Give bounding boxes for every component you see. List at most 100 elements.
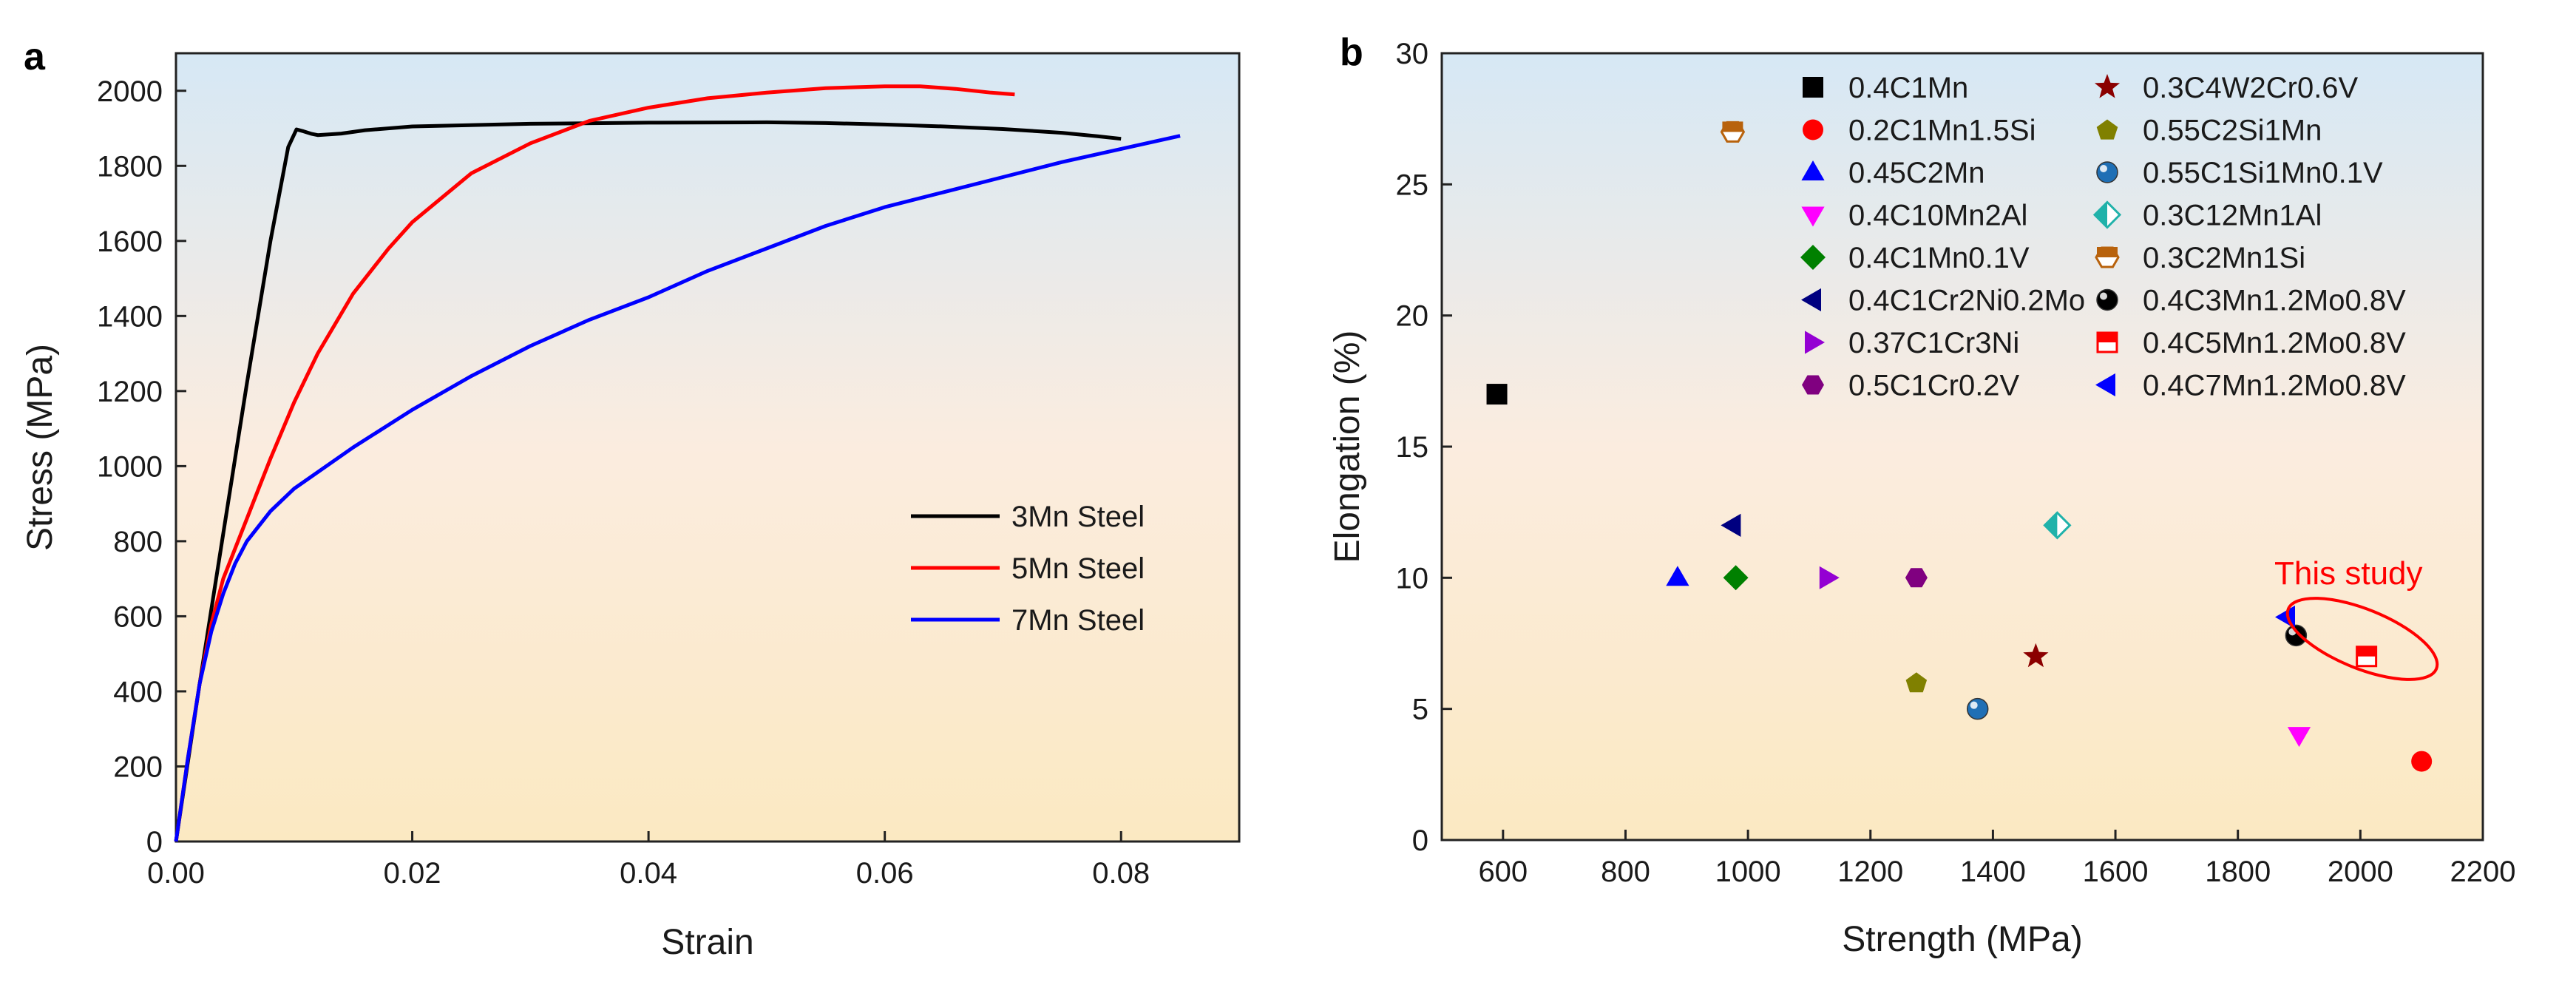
panel-b-letter: b <box>1340 31 1363 74</box>
marker-legend-0-4c7mn1-2mo0-8v <box>2095 373 2115 397</box>
marker-0-2c1mn1-5si <box>2411 751 2433 772</box>
marker-legend-0-4c5mn1-2mo0-8v <box>2096 331 2118 353</box>
marker-legend-0-4c1cr2ni0-2mo <box>1801 288 1821 312</box>
panel-a-y-tick-label: 2000 <box>97 75 163 108</box>
panel-a-y-axis-label: Stress (MPa) <box>21 344 60 551</box>
panel-b-x-tick-label: 2000 <box>2328 856 2393 888</box>
marker-legend-0-4c1mn0-1v <box>1800 245 1826 270</box>
legend-label: 0.3C2Mn1Si <box>2143 242 2305 274</box>
series-line-5mn-steel <box>174 84 1015 842</box>
series-line-7mn-steel <box>174 134 1181 842</box>
panel-b-y-tick-label: 30 <box>1396 38 1429 70</box>
marker-legend-0-5c1cr0-2v <box>1802 375 1824 395</box>
marker-legend-0-2c1mn1-5si <box>1803 119 1823 140</box>
marker-0-4c5mn1-2mo0-8v <box>2356 646 2378 668</box>
panel-b-x-tick-label: 1000 <box>1715 856 1781 888</box>
panel-a-y-tick-label: 1000 <box>97 450 163 483</box>
panel-b-y-tick-label: 25 <box>1396 169 1429 201</box>
panel-a-stress-strain-chart: a 0.00 0.02 0.04 0.06 0.08 0 200 400 600 800 1000 1… <box>21 35 1241 962</box>
panel-a-y-tick-label: 400 <box>113 676 163 708</box>
panel-b-y-tick-label: 20 <box>1396 300 1429 333</box>
marker-0-3c2mn1si <box>1720 121 1746 143</box>
panel-b-y-tick-label: 10 <box>1396 562 1429 595</box>
marker-legend-0-37c1cr3ni <box>1805 331 1825 354</box>
panel-b-x-tick-label: 2200 <box>2450 856 2516 888</box>
panel-a-x-tick-label: 0.04 <box>620 857 677 890</box>
legend-label: 0.4C7Mn1.2Mo0.8V <box>2143 370 2406 402</box>
legend-label: 0.4C1Mn <box>1848 72 1968 104</box>
marker-0-45c2mn <box>1666 566 1689 586</box>
marker-0-55c1si1mn0-1v <box>1966 697 1989 720</box>
panel-b-x-tick-label: 1600 <box>2083 856 2149 888</box>
legend-label: 0.5C1Cr0.2V <box>1848 370 2020 402</box>
legend-label: 0.45C2Mn <box>1848 157 1985 189</box>
this-study-ellipse <box>2285 597 2439 681</box>
panel-a-letter: a <box>24 35 46 78</box>
marker-0-4c10mn2al <box>2287 727 2311 748</box>
marker-0-4c1cr2ni0-2mo <box>1721 513 1741 537</box>
panel-b-x-axis-label: Strength (MPa) <box>1842 920 2082 959</box>
panel-b-y-tick-label: 15 <box>1396 431 1429 464</box>
marker-0-4c1mn0-1v <box>1723 565 1749 591</box>
marker-0-4c3mn1-2mo0-8v <box>2285 624 2308 647</box>
panel-b-x-tick-label: 1400 <box>1960 856 2026 888</box>
panel-a-x-tick-label: 0.08 <box>1092 857 1150 890</box>
panel-a-y-tick-label: 1400 <box>97 300 163 333</box>
series-line-3mn-steel <box>174 120 1122 842</box>
legend-label: 0.2C1Mn1.5Si <box>1848 115 2036 147</box>
legend-label: 0.4C1Cr2Ni0.2Mo <box>1848 285 2085 317</box>
panel-b-legend: 0.4C1Mn 0.2C1Mn1.5Si 0.45C2Mn 0.4C10Mn2Al 0.… <box>1800 72 2406 402</box>
marker-legend-0-3c2mn1si <box>2095 246 2120 268</box>
panel-a-y-tick-label: 600 <box>113 600 163 633</box>
panel-b-y-tick-label: 0 <box>1412 824 1428 857</box>
legend-label: 0.4C5Mn1.2Mo0.8V <box>2143 327 2406 359</box>
panel-b-x-tick-label: 600 <box>1478 856 1528 888</box>
panel-b-plot-area <box>1440 52 2484 842</box>
panel-a-y-tick-label: 1800 <box>97 150 163 183</box>
panel-a-y-tick-label: 1600 <box>97 226 163 258</box>
panel-a-y-tick-label: 1200 <box>97 376 163 408</box>
marker-0-4c1mn <box>1486 384 1508 405</box>
panel-a-x-tick-label: 0.06 <box>856 857 914 890</box>
legend-label-3mn: 3Mn Steel <box>1011 501 1145 533</box>
marker-0-5c1cr0-2v <box>1905 568 1928 588</box>
panel-a-x-axis-label: Strain <box>661 923 753 962</box>
panel-b-y-axis-label: Elongation (%) <box>1328 331 1367 563</box>
legend-label: 0.3C4W2Cr0.6V <box>2143 72 2359 104</box>
legend-label-7mn: 7Mn Steel <box>1011 604 1145 637</box>
panel-a-legend: 3Mn Steel 5Mn Steel 7Mn Steel <box>911 501 1145 637</box>
panel-b-x-tick-label: 800 <box>1601 856 1650 888</box>
marker-legend-0-4c1mn <box>1803 77 1823 98</box>
legend-label: 0.4C1Mn0.1V <box>1848 242 2030 274</box>
marker-legend-0-55c2si1mn <box>2096 119 2118 140</box>
panel-a-x-tick-label: 0.00 <box>147 857 205 890</box>
panel-a-plot-area <box>174 52 1241 843</box>
panel-b-x-tick-label: 1200 <box>1837 856 1903 888</box>
marker-0-3c12mn1al <box>2043 511 2072 540</box>
panel-b-strength-elongation-chart: b 600 800 1000 1200 1400 1600 1800 2000 2200 0 5 10… <box>1328 31 2515 959</box>
marker-0-55c2si1mn <box>1905 672 1928 693</box>
marker-0-3c4w2cr0-6v <box>2023 643 2049 668</box>
legend-label: 0.55C1Si1Mn0.1V <box>2143 157 2383 189</box>
marker-legend-0-4c10mn2al <box>1801 206 1825 227</box>
legend-label: 0.4C10Mn2Al <box>1848 200 2027 232</box>
panel-b-x-tick-label: 1800 <box>2205 856 2271 888</box>
panel-a-x-tick-label: 0.02 <box>384 857 441 890</box>
panel-a-y-tick-label: 0 <box>146 826 163 859</box>
panel-b-y-tick-label: 5 <box>1412 694 1428 726</box>
marker-legend-0-4c3mn1-2mo0-8v <box>2096 288 2118 311</box>
panel-a-y-tick-label: 200 <box>113 751 163 783</box>
legend-label: 0.55C2Si1Mn <box>2143 115 2322 147</box>
marker-0-37c1cr3ni <box>1819 566 1840 589</box>
legend-label: 0.3C12Mn1Al <box>2143 200 2322 232</box>
marker-legend-0-55c1si1mn0-1v <box>2096 161 2118 183</box>
panel-a-y-tick-label: 800 <box>113 526 163 558</box>
this-study-label: This study <box>2274 555 2423 592</box>
legend-label: 0.37C1Cr3Ni <box>1848 327 2019 359</box>
legend-label-5mn: 5Mn Steel <box>1011 552 1145 585</box>
marker-legend-0-3c4w2cr0-6v <box>2094 74 2121 98</box>
this-study-annotation: This study <box>2274 555 2439 681</box>
legend-label: 0.4C3Mn1.2Mo0.8V <box>2143 285 2406 317</box>
marker-legend-0-3c12mn1al <box>2092 200 2122 229</box>
